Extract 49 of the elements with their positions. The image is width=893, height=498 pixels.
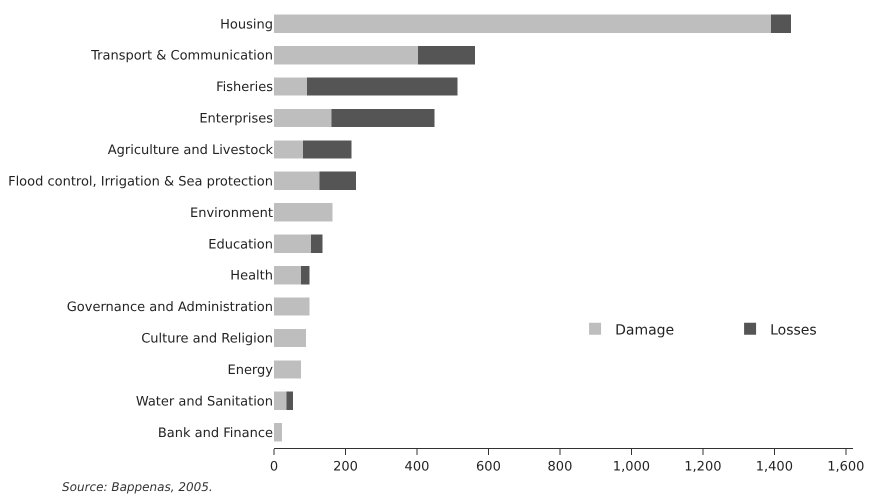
bar [310,234,323,253]
bar [274,360,301,379]
x-tick-label: 400 [404,460,430,475]
bar [319,172,356,190]
x-tick-label: 1,600 [827,460,864,475]
bar [274,14,771,33]
x-tick-label: 600 [476,460,501,475]
bar [274,108,332,128]
x-tick-label: 800 [548,460,572,475]
bar [770,14,792,33]
y-tick-label: Education [208,237,273,252]
y-tick-label: Transport & Communication [90,48,273,64]
y-tick-label: Water and Sanitation [136,394,273,410]
source-note: Source: Bappenas, 2005. [62,480,213,494]
y-tick-label: Enterprises [199,112,274,127]
bar [332,108,434,128]
legend-label: Losses [770,322,817,338]
y-tick-label: Health [230,268,273,284]
bar [274,77,307,96]
bar [286,392,293,410]
bar [274,297,310,316]
bar [274,266,301,284]
bar [300,266,310,284]
x-tick-label: 1,400 [756,460,793,475]
x-tick-label: 200 [333,460,358,475]
y-tick-label: Energy [227,362,274,378]
y-tick-label: Agriculture and Livestock [108,142,274,158]
bar [302,140,352,159]
bar [274,172,320,190]
y-tick-label: Fisheries [216,80,274,96]
bar [274,423,282,442]
x-tick-label: 1,200 [684,460,722,475]
legend-label: Damage [615,322,674,338]
bar [418,46,475,64]
y-tick-label: Housing [220,17,273,32]
bar [274,234,311,253]
x-tick-label: 0 [270,460,278,475]
bar [306,77,458,96]
y-tick-label: Flood control, Irrigation & Sea protection [8,174,273,190]
y-tick-label: Culture and Religion [141,332,273,347]
bar [274,140,303,159]
bar [274,328,306,348]
y-tick-label: Governance and Administration [66,300,273,316]
bar [274,46,418,64]
bar [274,392,287,410]
y-tick-label: Environment [190,206,273,221]
y-tick-label: Bank and Finance [158,426,273,441]
x-tick-label: 1,000 [612,460,650,475]
bar [274,203,332,222]
